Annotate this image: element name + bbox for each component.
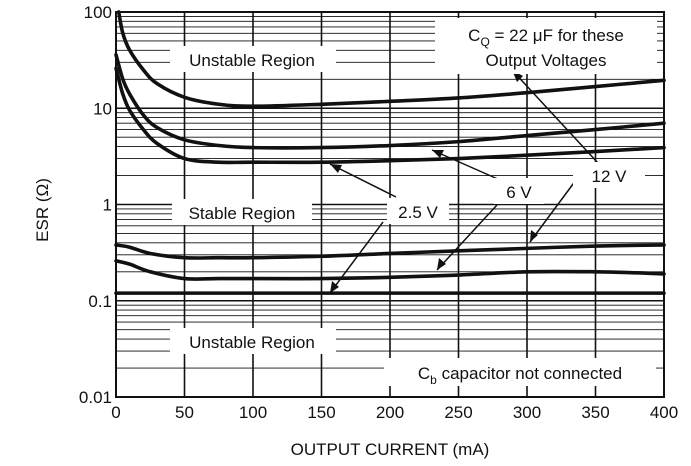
x-tick-label: 100: [239, 403, 267, 422]
arrowhead: [437, 258, 446, 270]
x-tick-label: 150: [307, 403, 335, 422]
cq-note: CQ = 22 μF for these: [468, 26, 624, 49]
arrow-6v-to-6v-lower-curve: [436, 204, 498, 271]
unstable-region-top-label: Unstable Region: [189, 51, 315, 70]
y-tick-label: 0.1: [88, 292, 112, 311]
x-tick-label: 50: [175, 403, 194, 422]
series-line-1: [116, 10, 666, 109]
x-tick-labels: 0 50 100 150 200 250 300 350 400: [111, 403, 678, 422]
label-12v: 12 V: [592, 167, 628, 186]
label-6v: 6 V: [506, 183, 532, 202]
curves: [114, 10, 666, 295]
x-tick-label: 300: [513, 403, 541, 422]
arrow-12v-to-mid-curve: [529, 179, 577, 243]
series-line-5: [114, 259, 666, 281]
x-axis-title: OUTPUT CURRENT (mA): [291, 440, 490, 459]
x-tick-label: 400: [650, 403, 678, 422]
x-tick-label: 350: [581, 403, 609, 422]
y-tick-label: 1: [103, 196, 112, 215]
arrow-2v5-to-upper-curve: [329, 163, 397, 198]
arrowhead: [330, 281, 339, 293]
y-tick-label: 100: [84, 3, 112, 22]
plot-frame: [115, 11, 665, 398]
annotation-arrows: [329, 69, 599, 294]
x-tick-label: 200: [376, 403, 404, 422]
arrowhead: [432, 150, 444, 158]
arrow-6v-to-6v-upper-curve: [431, 149, 501, 181]
y-axis-title: ESR (Ω): [33, 178, 52, 242]
cq-note-line2: Output Voltages: [486, 51, 607, 70]
x-tick-label: 250: [444, 403, 472, 422]
series-line-4: [114, 243, 666, 260]
arrowhead: [530, 230, 538, 242]
y-tick-labels: 0.01 0.1 1 10 100: [79, 3, 112, 407]
unstable-region-bottom-label: Unstable Region: [189, 333, 315, 352]
series-line-3: [114, 66, 666, 165]
label-2v5: 2.5 V: [398, 203, 438, 222]
y-tick-label: 0.01: [79, 388, 112, 407]
arrow-12v-to-top-curve: [511, 69, 599, 164]
arrow-2v5-to-bottom-line: [329, 221, 384, 294]
stable-region-label: Stable Region: [189, 204, 296, 223]
x-tick-label: 0: [111, 403, 120, 422]
cb-note: Cb capacitor not connected: [418, 364, 622, 387]
y-tick-label: 10: [93, 99, 112, 118]
arrowhead: [330, 164, 342, 173]
series-line-2: [114, 52, 666, 150]
